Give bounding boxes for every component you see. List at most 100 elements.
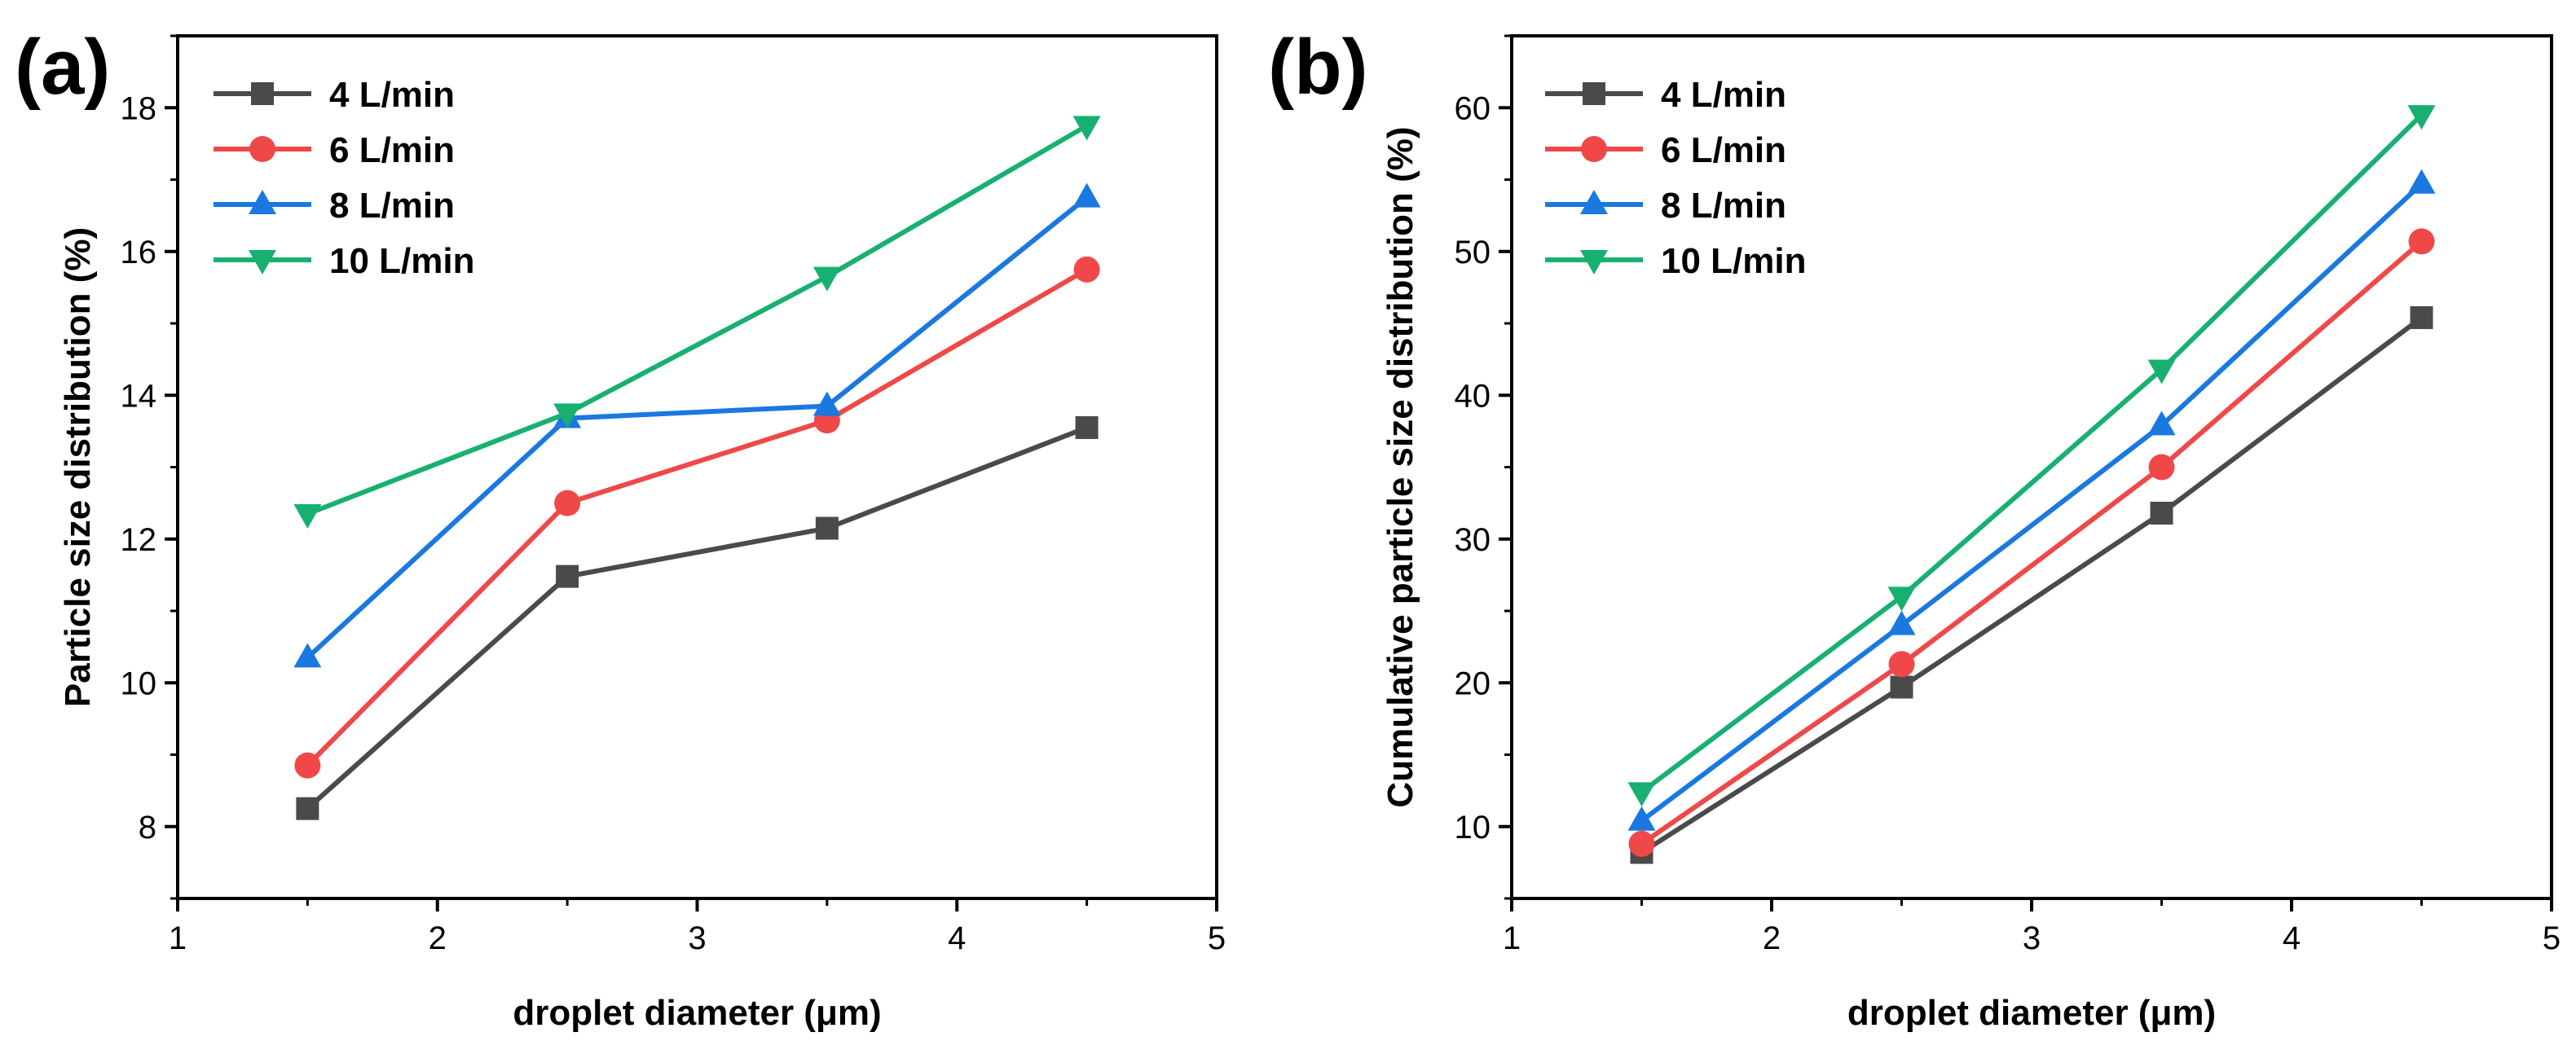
legend-marker bbox=[1580, 250, 1608, 275]
x-axis-title: droplet diameter (μm) bbox=[513, 993, 881, 1033]
data-point bbox=[296, 797, 319, 820]
chart-panel-b: (b) 1 2 3 4 5 10 20 30 40 50 60 droplet diameter (μm… bbox=[1268, 24, 2561, 1033]
legend-entry: 10 L/min bbox=[214, 241, 475, 281]
y-tick-label: 50 bbox=[1455, 235, 1491, 270]
legend-marker bbox=[251, 82, 274, 105]
legend-marker bbox=[1580, 190, 1608, 214]
legend-marker bbox=[1581, 136, 1607, 162]
legend-label: 10 L/min bbox=[1661, 241, 1807, 281]
y-tick-label: 16 bbox=[121, 235, 157, 270]
series-line bbox=[1640, 182, 2424, 824]
data-point bbox=[2147, 359, 2176, 384]
data-point bbox=[1890, 675, 1913, 699]
y-tick-label: 20 bbox=[1455, 665, 1491, 701]
series-line bbox=[1640, 239, 2424, 846]
series-8-l-min bbox=[293, 182, 1101, 668]
data-point bbox=[1072, 116, 1101, 141]
data-point bbox=[556, 564, 579, 588]
series-line bbox=[306, 195, 1089, 660]
x-axis-title: droplet diameter (μm) bbox=[1847, 993, 2216, 1033]
series-10-l-min bbox=[293, 116, 1101, 529]
x-tick-label: 4 bbox=[2283, 920, 2301, 956]
data-point bbox=[1628, 830, 1655, 857]
legend-marker bbox=[1583, 82, 1605, 105]
legend-entry: 10 L/min bbox=[1545, 241, 1807, 281]
legend-marker bbox=[249, 250, 276, 275]
data-point bbox=[2148, 454, 2175, 481]
data-point bbox=[812, 266, 841, 292]
x-tick-label: 5 bbox=[1208, 920, 1226, 956]
y-tick-label: 8 bbox=[139, 810, 156, 846]
legend-label: 6 L/min bbox=[1661, 130, 1786, 170]
y-tick-label: 10 bbox=[121, 665, 157, 701]
data-point bbox=[294, 752, 321, 779]
x-tick-label: 2 bbox=[1763, 920, 1781, 956]
y-tick-label: 30 bbox=[1455, 522, 1491, 558]
x-tick-label: 1 bbox=[169, 920, 187, 956]
data-point bbox=[2408, 228, 2435, 255]
data-point bbox=[1075, 415, 1099, 439]
legend-entry: 4 L/min bbox=[1545, 75, 1786, 115]
x-tick-label: 3 bbox=[2023, 920, 2041, 956]
legend-entry: 4 L/min bbox=[214, 75, 455, 115]
series-line bbox=[1640, 112, 2424, 794]
x-tick-label: 5 bbox=[2543, 920, 2561, 956]
data-point bbox=[1627, 782, 1656, 807]
legend-entry: 6 L/min bbox=[214, 130, 455, 170]
x-tick-label: 2 bbox=[429, 920, 447, 956]
x-tick-label: 1 bbox=[1503, 920, 1521, 956]
series-line bbox=[306, 123, 1089, 516]
y-tick-label: 14 bbox=[121, 378, 157, 414]
x-tick-label: 4 bbox=[948, 920, 966, 956]
y-tick-label: 10 bbox=[1455, 810, 1491, 846]
y-tick-label: 60 bbox=[1455, 90, 1491, 126]
data-point bbox=[1888, 651, 1915, 678]
data-point bbox=[1887, 586, 1916, 612]
y-tick-label: 18 bbox=[121, 90, 157, 126]
data-point bbox=[293, 643, 322, 668]
data-point bbox=[553, 403, 582, 428]
series-line bbox=[306, 267, 1089, 767]
data-point bbox=[2407, 169, 2436, 194]
data-point bbox=[1627, 806, 1656, 831]
data-point bbox=[1073, 256, 1100, 283]
y-tick-label: 40 bbox=[1455, 378, 1491, 414]
series-4-l-min bbox=[1630, 305, 2433, 864]
legend-entry: 8 L/min bbox=[1545, 186, 1786, 226]
legend-marker bbox=[249, 136, 275, 162]
x-tick-label: 3 bbox=[688, 920, 706, 956]
data-point bbox=[2147, 411, 2176, 436]
data-point bbox=[2410, 305, 2433, 329]
legend-label: 4 L/min bbox=[1661, 75, 1786, 115]
data-point bbox=[2150, 501, 2173, 525]
data-point bbox=[293, 503, 322, 529]
legend-entry: 8 L/min bbox=[214, 186, 455, 226]
legend-label: 8 L/min bbox=[1661, 186, 1786, 226]
series-6-l-min bbox=[294, 256, 1100, 779]
series-8-l-min bbox=[1627, 169, 2436, 831]
data-point bbox=[815, 516, 839, 540]
series-line bbox=[1640, 315, 2424, 855]
series-4-l-min bbox=[296, 415, 1099, 820]
data-point bbox=[1887, 610, 1916, 635]
legend-label: 10 L/min bbox=[329, 241, 475, 281]
data-point bbox=[812, 391, 841, 416]
legend-marker bbox=[249, 190, 276, 214]
series-line bbox=[306, 425, 1088, 810]
series-10-l-min bbox=[1627, 105, 2436, 807]
data-point bbox=[554, 490, 581, 516]
legend-label: 8 L/min bbox=[329, 186, 455, 226]
data-point bbox=[1072, 182, 1101, 208]
panel-label: (a) bbox=[15, 24, 110, 111]
y-tick-label: 12 bbox=[121, 522, 157, 558]
legend-entry: 6 L/min bbox=[1545, 130, 1786, 170]
legend-label: 4 L/min bbox=[329, 75, 455, 115]
panel-label: (b) bbox=[1268, 24, 1368, 111]
legend-label: 6 L/min bbox=[329, 130, 455, 170]
data-point bbox=[2407, 105, 2436, 130]
y-axis-title: Particle size distribution (%) bbox=[58, 227, 98, 707]
series-6-l-min bbox=[1628, 228, 2435, 857]
